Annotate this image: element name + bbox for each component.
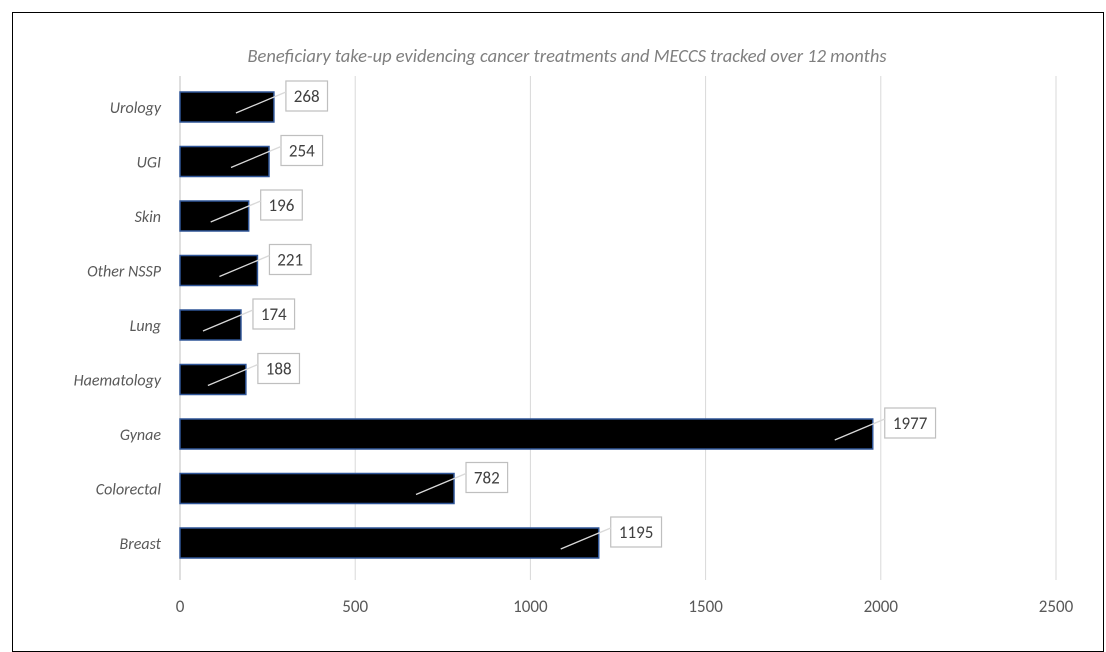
bar	[179, 418, 874, 450]
bar	[179, 91, 275, 123]
bar	[179, 309, 242, 341]
data-label-box	[280, 134, 324, 167]
data-label-box	[610, 516, 663, 548]
data-label-box	[268, 243, 312, 276]
bar	[179, 527, 600, 559]
bar	[179, 254, 259, 287]
category-label: Haematology	[74, 372, 162, 391]
data-label-box	[884, 407, 937, 439]
leader-line	[415, 472, 467, 496]
leader-line	[230, 145, 282, 169]
leader-line	[235, 91, 287, 114]
bar	[179, 472, 455, 505]
x-tick-label: 500	[342, 596, 368, 617]
data-label-box	[285, 80, 329, 112]
data-label: 254	[289, 141, 315, 162]
category-label: Other NSSP	[87, 263, 162, 282]
x-tick-label: 2000	[864, 596, 899, 617]
category-label: Skin	[135, 208, 161, 227]
data-label: 174	[261, 304, 287, 325]
data-label: 268	[294, 86, 320, 107]
category-label: Lung	[130, 317, 162, 336]
category-label: UGI	[137, 154, 161, 173]
leader-line	[202, 309, 254, 332]
x-tick-label: 1000	[513, 596, 548, 617]
data-label-box	[252, 298, 296, 330]
chart-title: Beneficiary take-up evidencing cancer tr…	[247, 44, 887, 67]
x-tick-label: 0	[176, 596, 185, 617]
data-label: 1977	[893, 413, 928, 434]
data-label-box	[465, 461, 509, 494]
leader-line	[207, 363, 259, 387]
bar	[179, 200, 250, 232]
x-tick-label: 1500	[688, 596, 723, 617]
data-label-box	[260, 189, 303, 221]
leader-line	[210, 200, 261, 223]
bar-chart: 0 500 1000 1500 2000 2500 Urology 268 UGI 254 Skin…	[74, 76, 1074, 617]
bar	[179, 145, 270, 178]
category-label: Colorectal	[96, 481, 162, 500]
bar	[179, 363, 247, 396]
category-label: Urology	[110, 99, 162, 118]
leader-line	[560, 527, 611, 550]
data-label: 221	[277, 250, 303, 271]
category-label: Breast	[120, 535, 162, 554]
leader-line	[834, 418, 885, 441]
data-label: 188	[266, 359, 292, 380]
x-tick-label: 2500	[1039, 596, 1074, 617]
category-label: Gynae	[120, 426, 161, 445]
data-label: 782	[474, 468, 500, 489]
data-label: 1195	[619, 522, 653, 543]
data-label-box	[257, 352, 301, 385]
leader-line	[219, 254, 270, 278]
data-label: 196	[269, 195, 295, 216]
